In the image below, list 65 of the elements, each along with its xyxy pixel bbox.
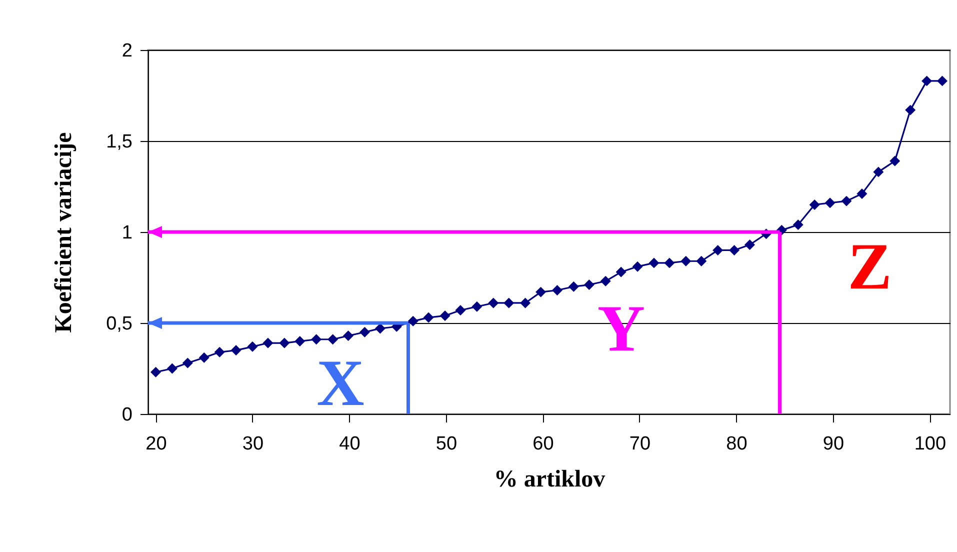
point [905, 104, 916, 116]
y-tick-label: 0 [122, 404, 132, 426]
point [408, 316, 418, 326]
x-axis-title: % artiklov [494, 466, 606, 492]
y-tick-label: 2 [122, 40, 132, 62]
point [568, 281, 579, 292]
x-tick-label: 90 [822, 434, 844, 454]
point [520, 298, 531, 308]
x-tick-label: 20 [146, 434, 167, 454]
point [359, 326, 370, 338]
point [472, 301, 482, 312]
point [488, 298, 499, 308]
point [600, 276, 611, 286]
point [616, 266, 626, 278]
point [792, 219, 804, 230]
point [198, 352, 210, 363]
point [150, 366, 161, 378]
point [423, 312, 434, 323]
point [712, 244, 724, 256]
point [504, 298, 514, 308]
x-tick-label: 50 [436, 434, 458, 454]
point [729, 244, 740, 256]
point [824, 198, 836, 208]
x-tick-label: 30 [242, 434, 264, 454]
annotation: Z [848, 230, 892, 304]
y-tick-label: 1 [122, 222, 132, 244]
point [294, 336, 306, 346]
point [182, 358, 193, 368]
point [856, 188, 868, 200]
x-tick-label: 80 [726, 434, 748, 454]
point [937, 76, 948, 86]
point [262, 338, 274, 348]
point [696, 256, 707, 266]
point [230, 345, 242, 356]
x-tick-label: 40 [339, 434, 360, 454]
point [584, 280, 594, 290]
x-tick-label: 70 [629, 434, 651, 454]
point [440, 310, 450, 321]
point [536, 286, 546, 298]
point [166, 363, 178, 374]
point [632, 261, 643, 272]
point [744, 239, 755, 250]
point [279, 338, 290, 348]
point [680, 256, 692, 266]
point [922, 76, 932, 86]
point [455, 305, 466, 316]
x-tick-label: 60 [532, 434, 554, 454]
point [809, 199, 820, 210]
x-tick-label: 100 [914, 434, 946, 454]
point [328, 334, 338, 345]
y-axis-title: Koeficient variacije [51, 132, 78, 333]
point [648, 258, 660, 268]
y-tick-label: 0,5 [106, 314, 132, 334]
point [664, 258, 675, 268]
point [552, 284, 562, 296]
point [841, 196, 852, 206]
point [873, 166, 884, 178]
annotation: X [316, 346, 364, 420]
point [247, 341, 258, 352]
point [311, 334, 322, 345]
point [343, 330, 354, 341]
point [214, 346, 225, 358]
point [374, 323, 386, 334]
point [890, 156, 900, 166]
y-tick-label: 1,5 [106, 132, 132, 152]
